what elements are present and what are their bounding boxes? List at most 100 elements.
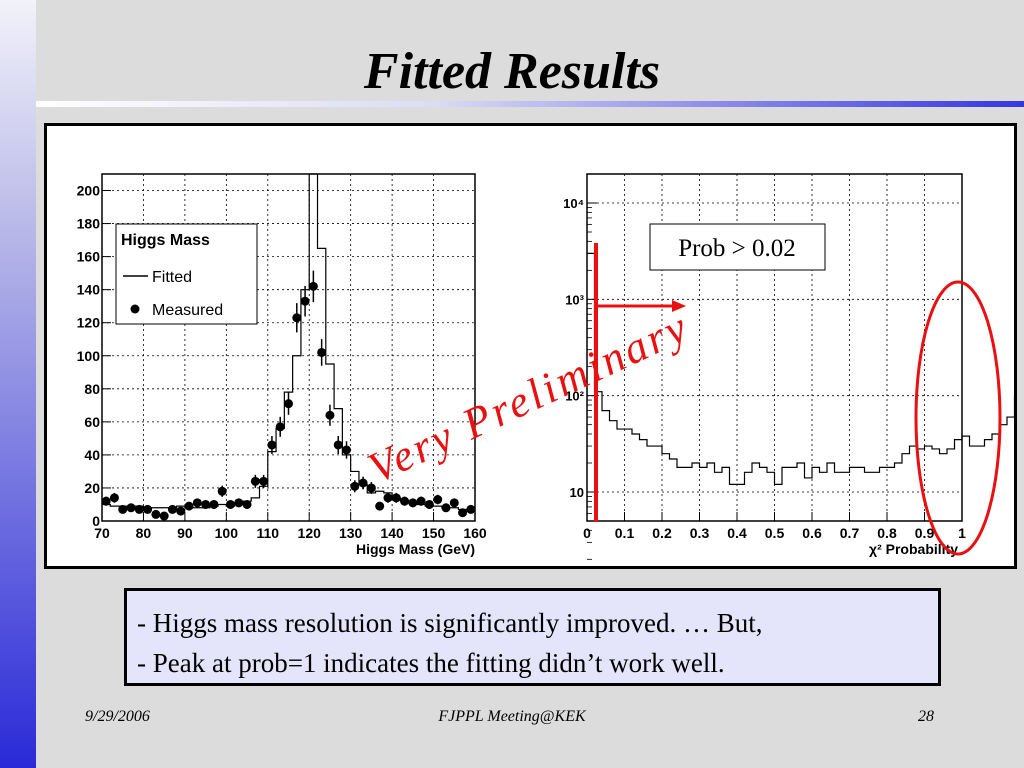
measured-point bbox=[333, 440, 343, 450]
y-tick-label: 10⁴ bbox=[563, 196, 584, 211]
chart-left-y-tick-labels: 0 20 40 60 80 100 120 140 160 180 200 bbox=[77, 183, 101, 529]
measured-point bbox=[458, 508, 468, 518]
measured-point bbox=[433, 495, 443, 505]
prob-cut-label: Prob > 0.02 bbox=[678, 235, 796, 262]
measured-point bbox=[126, 503, 136, 513]
x-tick-label: 90 bbox=[177, 525, 193, 541]
prob-cut-annotation: Prob > 0.02 bbox=[649, 223, 826, 271]
chart-left-grid bbox=[102, 174, 475, 521]
measured-point bbox=[449, 498, 459, 508]
note-line-2: - Peak at prob=1 indicates the fitting d… bbox=[137, 648, 725, 678]
x-tick-label: 150 bbox=[422, 525, 446, 541]
measured-point bbox=[192, 498, 202, 508]
chi2-histogram bbox=[587, 252, 1014, 485]
measured-point bbox=[292, 313, 302, 323]
x-tick-label: 80 bbox=[136, 525, 152, 541]
x-tick-label: 0.9 bbox=[915, 525, 935, 541]
measured-point bbox=[275, 422, 285, 432]
measured-point bbox=[416, 496, 426, 506]
y-tick-label: 10² bbox=[565, 389, 584, 404]
x-tick-label: 100 bbox=[215, 525, 239, 541]
measured-point bbox=[317, 347, 327, 357]
legend-measured-label: Measured bbox=[152, 302, 223, 319]
chart-left-ticks bbox=[101, 190, 476, 522]
x-tick-label: 160 bbox=[463, 525, 487, 541]
measured-point bbox=[441, 503, 451, 513]
measured-point bbox=[151, 509, 161, 519]
x-tick-label: 70 bbox=[94, 525, 110, 541]
y-tick-label: 10 bbox=[570, 485, 584, 500]
measured-point bbox=[358, 478, 368, 488]
measured-point bbox=[234, 498, 244, 508]
figure-panel: 70 80 90 100 110 120 130 140 150 160 0 20 40 60 80 100… bbox=[44, 123, 1017, 569]
chart-left-x-tick-labels: 70 80 90 100 110 120 130 140 150 160 bbox=[94, 525, 487, 541]
y-tick-label: 0 bbox=[92, 513, 100, 529]
measured-point bbox=[308, 281, 318, 291]
x-tick-label: 0.8 bbox=[877, 525, 897, 541]
chi2-probability-chart: 0 0.1 0.2 0.3 0.4 0.5 0.6 0.7 0.8 0.9 1 1010²10³10… bbox=[563, 173, 1014, 560]
footer-page-number: 28 bbox=[918, 708, 934, 725]
measured-point bbox=[225, 499, 235, 509]
measured-point bbox=[118, 504, 128, 514]
measured-point bbox=[267, 440, 277, 450]
slide-title: Fitted Results bbox=[363, 43, 661, 100]
y-tick-label: 60 bbox=[84, 414, 100, 430]
x-tick-label: 0.4 bbox=[727, 525, 747, 541]
measured-point bbox=[101, 496, 111, 506]
x-tick-label: 0.2 bbox=[652, 525, 672, 541]
legend-measured-swatch bbox=[130, 304, 140, 314]
x-tick-label: 0.3 bbox=[690, 525, 710, 541]
x-tick-label: 0.1 bbox=[615, 525, 635, 541]
conclusion-note-box: - Higgs mass resolution is significantly… bbox=[124, 588, 941, 686]
chart-right-y-tick-labels: 10 10² 10³ 10⁴ bbox=[563, 196, 585, 500]
measured-point bbox=[184, 501, 194, 511]
cut-arrow-head-icon bbox=[672, 300, 686, 312]
y-tick-label: 180 bbox=[77, 216, 101, 232]
measured-point bbox=[217, 486, 227, 496]
higgs-mass-chart: 70 80 90 100 110 120 130 140 150 160 0 20 40 60 80 100… bbox=[77, 173, 487, 557]
x-tick-label: 130 bbox=[339, 525, 363, 541]
x-tick-label: 110 bbox=[256, 525, 279, 541]
footer-date: 9/29/2006 bbox=[85, 708, 150, 725]
title-rule bbox=[36, 101, 1024, 107]
measured-point bbox=[391, 493, 401, 503]
chart-left-legend: Higgs Mass Fitted Measured bbox=[115, 223, 258, 325]
footer-event: FJPPL Meeting@KEK bbox=[438, 708, 586, 725]
x-tick-label: 0.5 bbox=[765, 525, 785, 541]
x-tick-label: 0.7 bbox=[840, 525, 860, 541]
y-tick-label: 200 bbox=[77, 183, 101, 199]
x-tick-label: 120 bbox=[298, 525, 322, 541]
y-tick-label: 10³ bbox=[565, 292, 584, 307]
chart-right-x-tick-labels: 0 0.1 0.2 0.3 0.4 0.5 0.6 0.7 0.8 0.9 1 bbox=[583, 525, 966, 541]
peak-highlight-ellipse bbox=[914, 280, 1002, 556]
measured-point bbox=[284, 399, 293, 409]
measured-point bbox=[134, 504, 144, 514]
x-tick-label: 140 bbox=[380, 525, 404, 541]
measured-point bbox=[366, 483, 376, 493]
measured-point bbox=[408, 498, 418, 508]
measured-point bbox=[209, 499, 219, 509]
x-tick-label: 0 bbox=[583, 525, 591, 541]
measured-point bbox=[325, 410, 335, 420]
legend-title: Higgs Mass bbox=[121, 232, 210, 249]
measured-point bbox=[383, 493, 393, 503]
x-tick-label: 1 bbox=[958, 525, 966, 541]
measured-point bbox=[201, 499, 211, 509]
y-tick-label: 140 bbox=[77, 282, 101, 298]
figure-svg: 70 80 90 100 110 120 130 140 150 160 020406080100… bbox=[77, 173, 1014, 560]
measured-point bbox=[167, 504, 177, 514]
measured-point bbox=[259, 476, 269, 486]
measured-point bbox=[159, 511, 169, 521]
measured-point bbox=[375, 501, 385, 511]
measured-point bbox=[300, 296, 310, 306]
y-tick-label: 20 bbox=[84, 480, 100, 496]
measured-point bbox=[176, 506, 186, 516]
chart-right-x-axis-label: χ² Probability bbox=[869, 541, 958, 557]
y-tick-label: 160 bbox=[77, 249, 101, 265]
measured-point bbox=[350, 481, 360, 491]
note-line-1: - Higgs mass resolution is significantly… bbox=[137, 608, 763, 638]
measured-point bbox=[250, 476, 260, 486]
y-tick-label: 120 bbox=[77, 315, 101, 331]
chart-left-x-axis-label: Higgs Mass (GeV) bbox=[356, 541, 475, 557]
left-accent-bar bbox=[0, 0, 36, 768]
